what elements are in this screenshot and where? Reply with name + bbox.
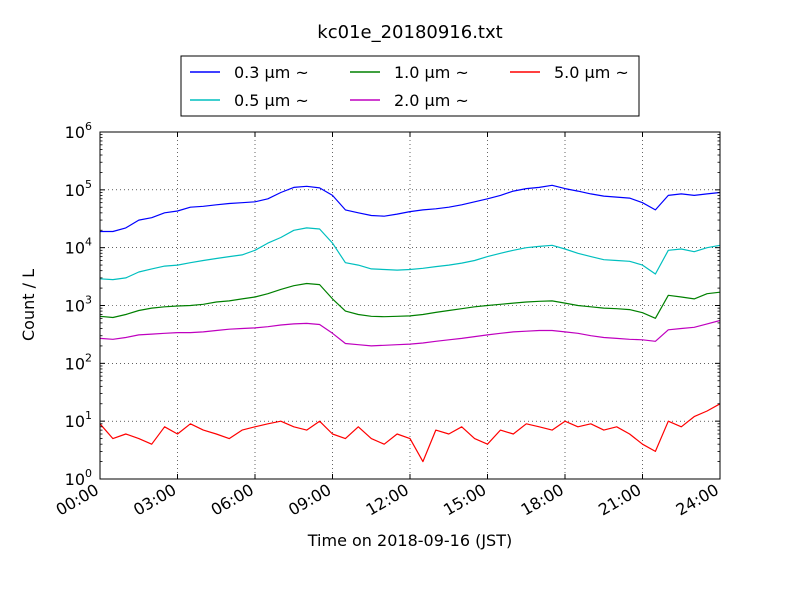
- legend: 0.3 μm ~ 0.5 μm ~ 1.0 μm ~ 2.0 μm ~ 5.0 μm ~: [180, 55, 640, 117]
- legend-label: 0.5 μm ~: [234, 91, 309, 110]
- series-line-1-0um: [99, 282, 721, 319]
- grid-lines: [100, 132, 720, 479]
- y-axis-label: Count / L: [19, 269, 38, 341]
- legend-box: [180, 55, 640, 117]
- series-line-5-0um: [99, 403, 721, 463]
- series-line-0-5um: [99, 227, 721, 281]
- legend-label: 2.0 μm ~: [394, 91, 469, 110]
- legend-label: 0.3 μm ~: [234, 63, 309, 82]
- legend-label: 5.0 μm ~: [554, 63, 629, 82]
- x-axis-label: Time on 2018-09-16 (JST): [307, 531, 512, 550]
- series-line-2-0um: [99, 319, 721, 347]
- legend-label: 1.0 μm ~: [394, 63, 469, 82]
- series-line-0-3um: [100, 184, 721, 233]
- chart-title: kc01e_20180916.txt: [317, 22, 502, 43]
- series-lines: [99, 184, 721, 463]
